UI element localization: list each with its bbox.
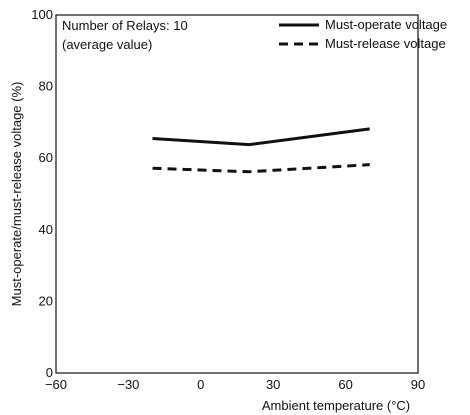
x-tick-label: 90	[411, 377, 425, 392]
x-tick-label: −30	[117, 377, 139, 392]
legend-label-0: Must-operate voltage	[325, 17, 447, 32]
legend-label-1: Must-release voltage	[325, 36, 446, 51]
y-axis-label: Must-operate/must-release voltage (%)	[9, 82, 24, 307]
series-line-1	[152, 163, 370, 174]
series-layer	[152, 127, 370, 174]
y-tick-label: 80	[39, 79, 53, 94]
y-tick-label: 0	[46, 365, 53, 380]
annotation-line-2: (average value)	[62, 37, 152, 52]
y-tick-label: 40	[39, 222, 53, 237]
y-tick-label: 60	[39, 150, 53, 165]
x-tick-label: −60	[45, 377, 67, 392]
axis-layer	[55, 14, 419, 374]
x-tick-label: 30	[266, 377, 280, 392]
x-tick-label: 60	[338, 377, 352, 392]
plot-frame	[55, 14, 419, 374]
x-axis-label: Ambient temperature (°C)	[262, 398, 410, 413]
y-tick-label: 20	[39, 293, 53, 308]
series-line-0	[152, 127, 370, 147]
annotation-line-1: Number of Relays: 10	[62, 18, 188, 33]
y-tick-label: 100	[31, 7, 53, 22]
x-tick-label: 0	[197, 377, 204, 392]
